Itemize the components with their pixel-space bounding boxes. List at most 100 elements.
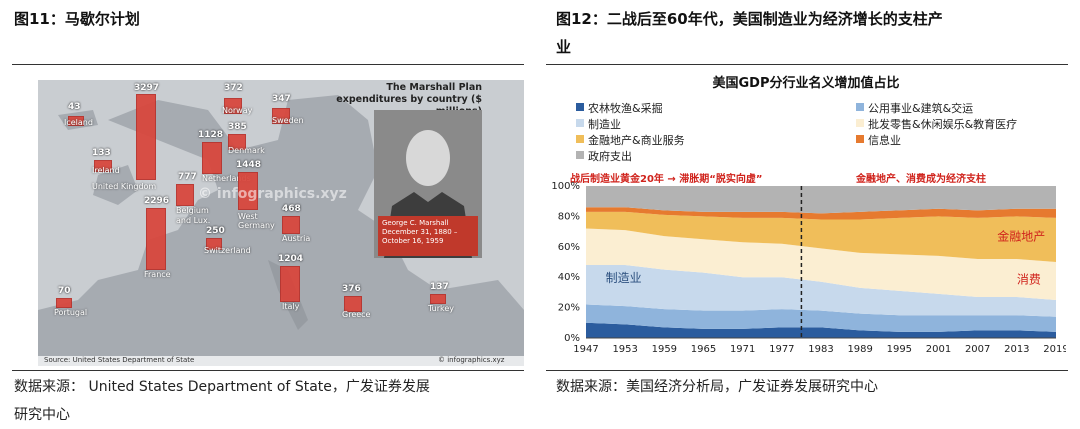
x-tick-label: 1983: [808, 344, 833, 355]
annotation-right: 金融地产、消费成为经济支柱: [856, 174, 986, 185]
x-tick-label: 2007: [965, 344, 990, 355]
x-tick-label: 1971: [730, 344, 755, 355]
area-4: [586, 211, 1056, 262]
figure-11-source: 数据来源： United States Department of State，…: [14, 379, 430, 395]
bar-greece: [344, 296, 362, 312]
bar-netherlands: [202, 142, 222, 174]
value-turkey: 137: [430, 282, 449, 292]
area-6: [586, 186, 1056, 214]
area-3: [586, 228, 1056, 300]
y-tick-label: 80%: [558, 211, 580, 222]
figure-11-title: 图11：马歇尔计划: [14, 10, 140, 28]
marshall-plan-map: The Marshall Plan expenditures by countr…: [38, 80, 524, 366]
legend-label-0: 农林牧渔&采掘: [588, 102, 663, 115]
figure-12-source: 数据来源：美国经济分析局，广发证券发展研究中心: [556, 379, 878, 395]
value-greece: 376: [342, 284, 361, 294]
y-tick-label: 60%: [558, 242, 580, 253]
value-west-germany: 1448: [236, 160, 262, 170]
bar-norway: [224, 98, 242, 114]
label-switzerland: Switzerland: [204, 246, 251, 255]
x-tick-label: 1965: [691, 344, 716, 355]
figure-12-bottom-rule: [546, 370, 1068, 371]
bar-switzerland: [206, 238, 222, 250]
legend-label-4: 金融地产&商业服务: [588, 134, 685, 147]
label-portugal: Portugal: [54, 308, 88, 317]
value-united-kingdom: 3297: [134, 83, 160, 93]
value-norway: 372: [224, 83, 243, 93]
bar-sweden: [272, 108, 290, 124]
label-ireland: Ireland: [92, 166, 120, 175]
label-norway: Norway: [222, 106, 253, 115]
bar-italy: [280, 266, 300, 302]
legend-swatch-3: [856, 119, 864, 127]
value-denmark: 385: [228, 122, 247, 132]
portrait-caption-dates: December 31, 1880 – October 16, 1959: [382, 228, 458, 245]
figure-11-bottom-rule: [12, 370, 524, 371]
value-france: 2296: [144, 196, 170, 206]
label-italy: Italy: [282, 302, 300, 311]
bar-france: [146, 208, 166, 270]
bar-ireland: [94, 160, 112, 172]
value-sweden: 347: [272, 94, 291, 104]
figure-12-title-line2: 业: [556, 38, 572, 56]
legend-swatch-0: [576, 103, 584, 111]
area-2: [586, 265, 1056, 317]
bar-west-germany: [238, 172, 258, 210]
label-netherlands: Netherlands: [202, 174, 251, 183]
label-belgium: Belgium and Lux.: [176, 206, 211, 225]
value-belgium: 777: [178, 172, 197, 182]
map-footer: [38, 356, 524, 366]
legend-swatch-6: [576, 151, 584, 159]
value-netherlands: 1128: [198, 130, 224, 140]
x-tick-label: 2013: [1004, 344, 1029, 355]
value-portugal: 70: [58, 286, 71, 296]
map-footer-copyright: © infographics.xyz: [438, 356, 505, 364]
marshall-portrait: George C. Marshall December 31, 1880 – O…: [374, 110, 482, 258]
label-united-kingdom: United Kingdom: [92, 182, 157, 191]
gdp-share-chart: 美国GDP分行业名义增加值占比 农林牧渔&采掘 制造业金融地产&商业服务 政府支出 公…: [546, 66, 1066, 366]
legend-label-2: 制造业: [588, 118, 621, 131]
y-tick-label: 100%: [551, 181, 580, 192]
label-denmark: Denmark: [228, 146, 265, 155]
legend-label-5: 信息业: [868, 134, 901, 147]
legend-label-6: 政府支出: [588, 150, 632, 163]
figure-11-source-line2: 研究中心: [14, 407, 70, 423]
portrait-caption-name: George C. Marshall: [382, 219, 449, 227]
bar-iceland: [68, 116, 84, 126]
value-austria: 468: [282, 204, 301, 214]
label-west-germany: West Germany: [238, 212, 275, 230]
area-label-finance: 金融地产: [997, 229, 1045, 244]
legend-label-3: 批发零售&休闲娱乐&教育医疗: [868, 118, 1018, 131]
map-watermark: © infographics.xyz: [198, 186, 347, 202]
label-iceland: Iceland: [64, 118, 93, 127]
x-tick-label: 1995: [887, 344, 912, 355]
chart-title: 美国GDP分行业名义增加值占比: [712, 76, 900, 91]
value-ireland: 133: [92, 148, 111, 158]
x-tick-label: 1977: [769, 344, 794, 355]
label-greece: Greece: [342, 310, 371, 319]
label-france: France: [144, 270, 171, 279]
x-tick-label: 1959: [652, 344, 677, 355]
figure-11-title-rule: [12, 64, 524, 65]
chart-plot: 0% 20% 40% 60% 80% 100% 1947 1953 1959 1965 1971 19…: [551, 181, 1066, 355]
legend-label-1: 公用事业&建筑&交运: [868, 102, 974, 115]
y-tick-label: 40%: [558, 272, 580, 283]
bar-belgium: [176, 184, 194, 206]
area-label-consumption: 消费: [1017, 272, 1041, 286]
portrait-caption: George C. Marshall December 31, 1880 – O…: [378, 216, 478, 256]
bar-united-kingdom: [136, 94, 156, 180]
legend-swatch-5: [856, 135, 864, 143]
legend-swatch-2: [576, 119, 584, 127]
map-footer-source: Source: United States Department of Stat…: [44, 356, 195, 364]
x-tick-label: 1953: [612, 344, 637, 355]
legend-swatch-1: [856, 103, 864, 111]
area-0: [586, 322, 1056, 338]
x-tick-label: 1989: [847, 344, 872, 355]
value-switzerland: 250: [206, 226, 225, 236]
value-iceland: 43: [68, 102, 81, 112]
value-italy: 1204: [278, 254, 304, 264]
label-sweden: Sweden: [272, 116, 304, 125]
label-turkey: Turkey: [428, 304, 455, 313]
bar-denmark: [228, 134, 246, 150]
area-1: [586, 304, 1056, 332]
